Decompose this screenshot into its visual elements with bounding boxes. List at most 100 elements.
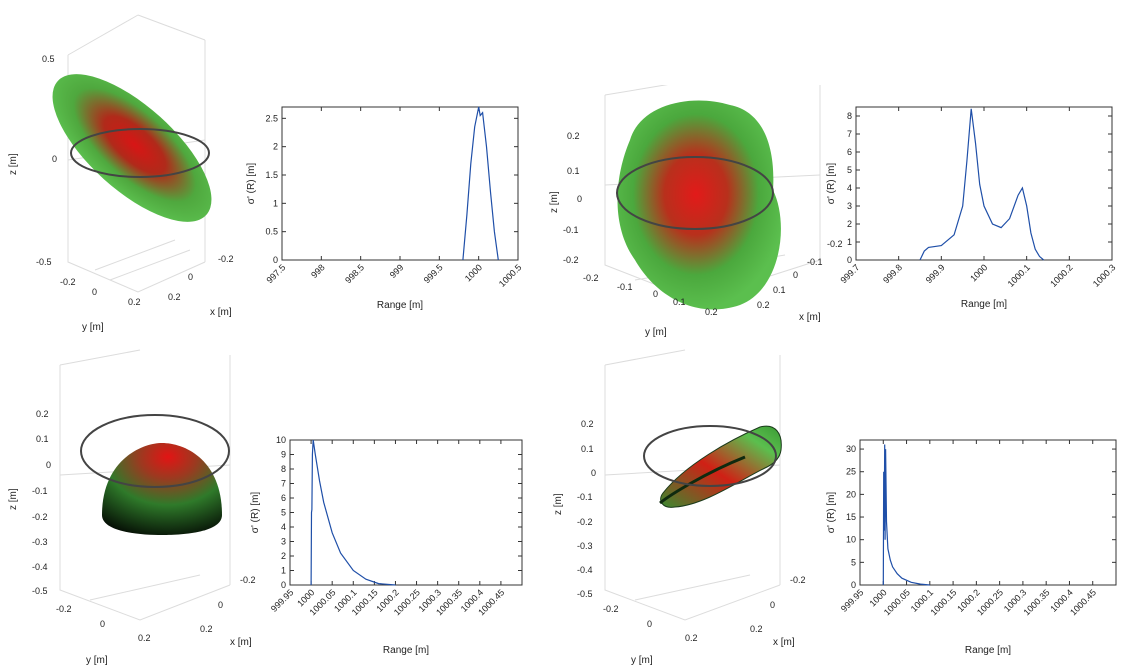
z-tick: 0.1 xyxy=(36,434,49,444)
x-tick-label: 999.7 xyxy=(838,262,861,285)
x-tick: 0.2 xyxy=(168,292,181,302)
y-tick-label: 0 xyxy=(273,255,278,265)
z-tick: -0.5 xyxy=(36,257,52,267)
data-series-line xyxy=(882,444,930,586)
y-tick-label: 8 xyxy=(847,111,852,121)
z-tick: 0.1 xyxy=(581,444,594,454)
y-tick-label: 2 xyxy=(281,551,286,561)
z-tick: -0.1 xyxy=(563,225,579,235)
x-tick-label: 1000.1 xyxy=(1006,262,1033,289)
z-tick: 0.5 xyxy=(42,54,55,64)
y-tick-label: 7 xyxy=(281,479,286,489)
surface-blob xyxy=(617,100,781,310)
z-axis-label: z [m] xyxy=(8,488,19,510)
z-tick: 0 xyxy=(591,468,596,478)
line-plot-top-right: 0 1 2 3 4 5 6 7 8 999.7 999.8 999.9 1000 1000.1 1000.2… xyxy=(826,106,1118,310)
x-tick-label: 1000.25 xyxy=(975,587,1005,617)
y-tick-label: 1 xyxy=(847,237,852,247)
z-tick: -0.1 xyxy=(32,486,48,496)
x-tick-label: 997.5 xyxy=(264,262,287,285)
x-tick: -0.2 xyxy=(827,239,843,249)
y-tick-label: 15 xyxy=(846,512,856,522)
y-tick-label: 4 xyxy=(281,522,286,532)
y-tick: 0.2 xyxy=(138,633,151,643)
data-series-line xyxy=(462,106,499,261)
x-axis-label: x [m] xyxy=(230,637,252,648)
z-axis-label: z [m] xyxy=(8,153,19,175)
y-tick: 0 xyxy=(100,619,105,629)
z-tick: -0.4 xyxy=(577,565,593,575)
z-tick: -0.1 xyxy=(577,492,593,502)
y-tick-label: 10 xyxy=(276,435,286,445)
y-tick: 0.2 xyxy=(128,297,141,307)
z-tick: -0.5 xyxy=(577,589,593,599)
plot-frame xyxy=(855,106,1113,261)
data-series-line xyxy=(310,439,396,586)
data-series-line xyxy=(919,108,1045,261)
y-tick-label: 1.5 xyxy=(265,170,278,180)
y-tick-label: 20 xyxy=(846,489,856,499)
y-tick: 0.1 xyxy=(673,297,686,307)
x-axis-label: x [m] xyxy=(773,637,795,648)
z-tick: 0.1 xyxy=(567,166,580,176)
y-tick-label: 5 xyxy=(847,165,852,175)
z-tick: 0 xyxy=(52,154,57,164)
x-tick: 0 xyxy=(218,600,223,610)
y-tick: -0.2 xyxy=(583,273,599,283)
y-tick-label: 2.5 xyxy=(265,113,278,123)
y-tick-label: 3 xyxy=(847,201,852,211)
y-tick-label: 2 xyxy=(273,142,278,152)
reference-ring xyxy=(643,425,777,487)
x-tick: 0.1 xyxy=(773,285,786,295)
y-axis-label: y [m] xyxy=(631,655,653,665)
y-tick-label: 10 xyxy=(846,535,856,545)
y-axis-label: σ' (R) [m] xyxy=(246,163,257,205)
y-tick-label: 5 xyxy=(281,508,286,518)
z-tick: -0.5 xyxy=(32,586,48,596)
z-tick: -0.2 xyxy=(32,512,48,522)
x-tick: -0.2 xyxy=(240,575,256,585)
plot-frame xyxy=(281,106,519,261)
y-tick-label: 30 xyxy=(846,444,856,454)
z-tick: -0.2 xyxy=(577,517,593,527)
x-tick: -0.1 xyxy=(807,257,823,267)
y-tick-label: 6 xyxy=(847,147,852,157)
y-tick-label: 1 xyxy=(273,198,278,208)
y-tick: -0.2 xyxy=(603,604,619,614)
x-tick-label: 998.5 xyxy=(343,262,366,285)
plot-frame xyxy=(859,439,1117,586)
x-tick: 0 xyxy=(188,272,193,282)
x-tick: 0 xyxy=(770,600,775,610)
x-tick-label: 999.8 xyxy=(881,262,904,285)
y-tick-label: 8 xyxy=(281,464,286,474)
z-tick: -0.3 xyxy=(32,537,48,547)
plot-frame xyxy=(289,439,523,586)
x-tick-label: 1000 xyxy=(968,262,989,283)
reference-ring xyxy=(80,414,230,488)
x-tick: 0.2 xyxy=(757,300,770,310)
z-tick: 0.2 xyxy=(36,409,49,419)
x-tick-label: 1000.15 xyxy=(928,587,958,617)
z-tick: 0.2 xyxy=(581,419,594,429)
x-tick-label: 1000.35 xyxy=(1022,587,1052,617)
x-tick: 0.2 xyxy=(750,624,763,634)
y-tick-label: 0 xyxy=(847,255,852,265)
y-axis-label: σ' (R) [m] xyxy=(826,163,837,205)
x-tick-label: 998 xyxy=(309,262,327,280)
y-tick-label: 9 xyxy=(281,450,286,460)
hemisphere-surface xyxy=(102,443,222,535)
z-tick: 0 xyxy=(577,194,582,204)
x-tick: -0.2 xyxy=(790,575,806,585)
y-tick-label: 0.5 xyxy=(265,227,278,237)
z-tick: -0.4 xyxy=(32,562,48,572)
y-tick: 0.2 xyxy=(705,307,718,317)
z-tick: 0 xyxy=(46,460,51,470)
y-tick: -0.1 xyxy=(617,282,633,292)
x-tick-label: 1000.5 xyxy=(497,262,524,289)
y-axis-label: y [m] xyxy=(82,322,104,333)
y-tick: 0 xyxy=(647,619,652,629)
x-tick-label: 999.95 xyxy=(269,587,296,614)
x-tick-label: 1000.3 xyxy=(1091,262,1118,289)
y-tick-label: 1 xyxy=(281,566,286,576)
